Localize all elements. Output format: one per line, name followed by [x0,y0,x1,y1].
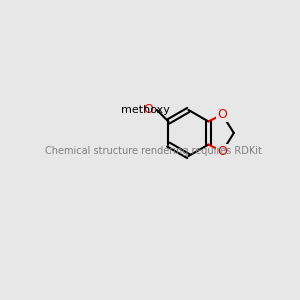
Text: O: O [217,145,227,158]
Text: O: O [217,108,227,121]
Text: methoxy: methoxy [121,105,170,115]
Text: Chemical structure rendering requires RDKit: Chemical structure rendering requires RD… [45,146,262,157]
Text: O: O [143,103,153,116]
